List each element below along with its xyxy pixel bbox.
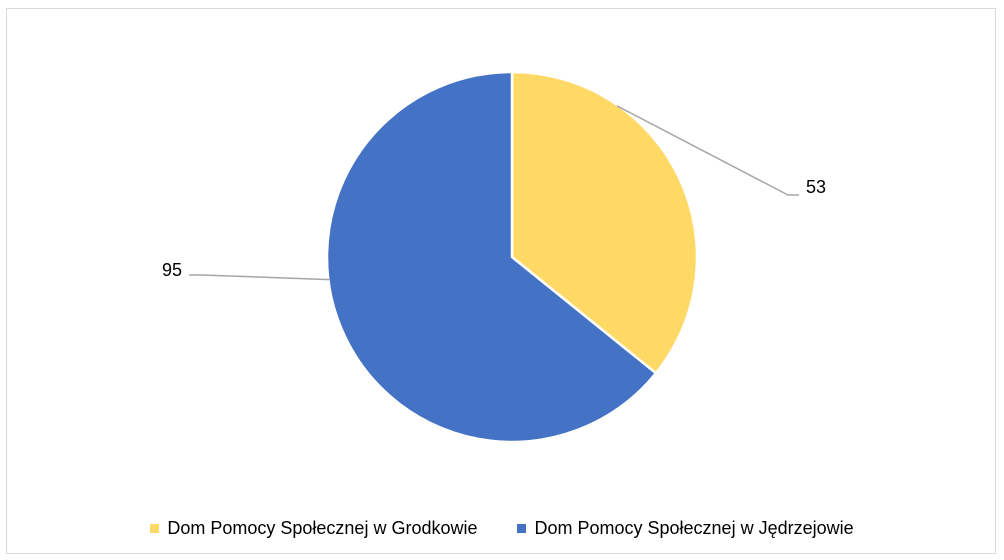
data-label-1: 95 bbox=[162, 260, 182, 280]
legend-label-grodkowie: Dom Pomocy Społecznej w Grodkowie bbox=[167, 518, 478, 538]
legend: Dom Pomocy Społecznej w Grodkowie Dom Po… bbox=[0, 518, 1004, 539]
pie-slices bbox=[325, 70, 699, 444]
legend-item-grodkowie: Dom Pomocy Społecznej w Grodkowie bbox=[150, 518, 477, 539]
legend-item-jedrzejowie: Dom Pomocy Społecznej w Jędrzejowie bbox=[517, 518, 854, 539]
leader-line-0 bbox=[616, 105, 799, 196]
leader-line-1 bbox=[189, 274, 330, 281]
leader-lines bbox=[189, 105, 799, 281]
legend-swatch-grodkowie bbox=[150, 524, 160, 533]
data-labels: 53 95 bbox=[162, 177, 826, 280]
legend-label-jedrzejowie: Dom Pomocy Społecznej w Jędrzejowie bbox=[534, 518, 854, 538]
pie-slice-1 bbox=[325, 70, 658, 444]
data-label-0: 53 bbox=[806, 177, 826, 197]
legend-swatch-jedrzejowie bbox=[517, 524, 527, 533]
pie-slice-0 bbox=[510, 70, 699, 375]
